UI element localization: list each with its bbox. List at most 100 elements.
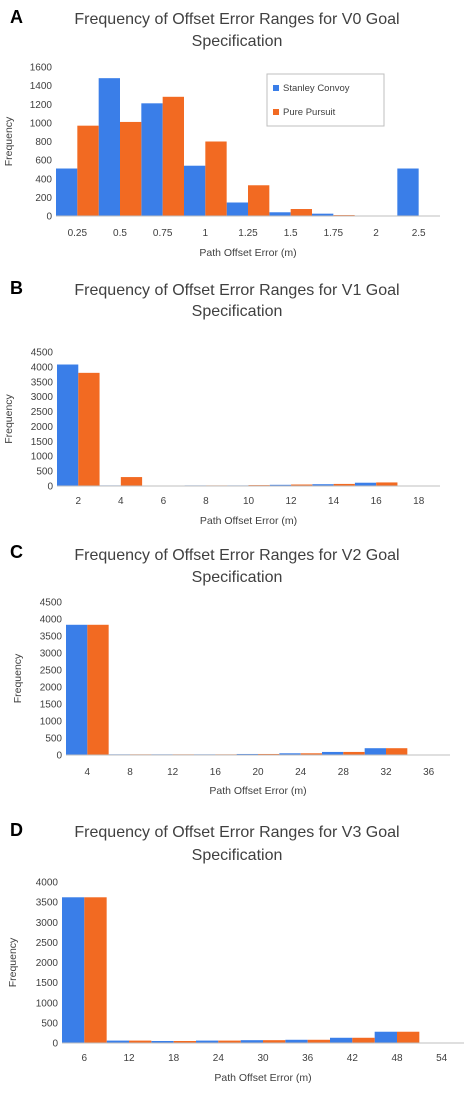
y-tick-label: 1000 [40, 717, 63, 728]
y-tick-label: 3500 [40, 632, 63, 643]
bar-pure-pursuit [84, 897, 107, 1043]
bar-stanley-convoy [330, 1037, 353, 1043]
x-tick-label: 54 [436, 1053, 448, 1064]
x-tick-label: 24 [295, 767, 307, 778]
y-tick-label: 1500 [40, 700, 63, 711]
x-axis-label: Path Offset Error (m) [199, 247, 296, 259]
x-tick-label: 10 [243, 496, 255, 507]
bar-pure-pursuit [77, 125, 99, 216]
x-tick-label: 20 [252, 767, 264, 778]
y-tick-label: 3000 [31, 392, 54, 403]
x-tick-label: 8 [127, 767, 133, 778]
bar-stanley-convoy [397, 168, 419, 216]
x-tick-label: 6 [161, 496, 167, 507]
bar-pure-pursuit [397, 1031, 420, 1043]
x-tick-label: 1.75 [324, 228, 344, 239]
x-tick-label: 16 [371, 496, 383, 507]
y-tick-label: 3500 [36, 898, 59, 909]
y-tick-label: 1500 [36, 978, 59, 989]
bar-pure-pursuit [258, 753, 280, 755]
x-tick-label: 12 [123, 1053, 135, 1064]
y-tick-label: 2000 [36, 958, 59, 969]
x-tick-label: 0.25 [68, 228, 88, 239]
bar-stanley-convoy [285, 1039, 308, 1043]
x-tick-label: 12 [167, 767, 179, 778]
legend-swatch-stanley [273, 85, 279, 91]
y-tick-label: 3000 [36, 918, 59, 929]
x-tick-label: 30 [257, 1053, 269, 1064]
x-tick-label: 4 [118, 496, 124, 507]
y-tick-label: 0 [52, 1039, 58, 1050]
bar-stanley-convoy [184, 165, 206, 216]
y-tick-label: 400 [35, 174, 52, 185]
bar-stanley-convoy [269, 212, 291, 216]
legend-label-stanley: Stanley Convoy [283, 83, 350, 94]
x-tick-label: 1 [203, 228, 209, 239]
x-tick-label: 4 [85, 767, 91, 778]
y-tick-label: 4500 [31, 348, 54, 359]
y-tick-label: 800 [35, 137, 52, 148]
y-tick-label: 2500 [36, 938, 59, 949]
x-tick-label: 36 [302, 1053, 314, 1064]
bar-pure-pursuit [120, 477, 143, 486]
y-tick-label: 4500 [40, 598, 63, 609]
y-tick-label: 4000 [31, 362, 54, 373]
x-tick-label: 1.5 [284, 228, 298, 239]
chart-title-line: Specification [192, 847, 283, 864]
bar-pure-pursuit [307, 1039, 330, 1043]
bar-pure-pursuit [78, 372, 100, 486]
bar-stanley-convoy [226, 202, 248, 216]
y-axis-label: Frequency [3, 393, 15, 443]
y-tick-label: 500 [45, 734, 62, 745]
bar-stanley-convoy [279, 753, 301, 755]
x-tick-label: 18 [413, 496, 425, 507]
x-tick-label: 2 [75, 496, 81, 507]
y-tick-label: 200 [35, 193, 52, 204]
y-tick-label: 2500 [40, 666, 63, 677]
bar-pure-pursuit [120, 121, 142, 216]
bar-pure-pursuit [343, 751, 365, 755]
chart-title-line: Frequency of Offset Error Ranges for V2 … [74, 547, 399, 564]
x-axis-label: Path Offset Error (m) [209, 785, 306, 797]
bar-pure-pursuit [263, 1040, 286, 1043]
chart-panel-a: A Frequency of Offset Error Ranges for V0… [3, 7, 440, 259]
y-tick-label: 1500 [31, 437, 54, 448]
bar-pure-pursuit [352, 1037, 375, 1043]
x-tick-label: 8 [203, 496, 209, 507]
x-tick-label: 32 [380, 767, 392, 778]
x-tick-label: 42 [347, 1053, 359, 1064]
x-tick-label: 16 [210, 767, 222, 778]
bar-stanley-convoy [269, 484, 292, 486]
y-tick-label: 0 [46, 212, 52, 223]
x-tick-label: 1.25 [238, 228, 258, 239]
bar-stanley-convoy [57, 364, 79, 486]
bar-pure-pursuit [87, 624, 109, 755]
y-tick-label: 500 [41, 1018, 58, 1029]
bar-stanley-convoy [98, 78, 120, 216]
chart-panel-d: D Frequency of Offset Error Ranges for V3… [7, 820, 464, 1084]
bar-pure-pursuit [205, 141, 227, 216]
x-axis-label: Path Offset Error (m) [214, 1072, 311, 1084]
bar-pure-pursuit [300, 753, 322, 755]
bar-stanley-convoy [364, 748, 386, 755]
bar-pure-pursuit [290, 209, 312, 216]
y-tick-label: 600 [35, 156, 52, 167]
legend-label-pure: Pure Pursuit [283, 107, 336, 118]
y-tick-label: 3000 [40, 649, 63, 660]
chart-title-line: Specification [192, 569, 283, 586]
chart-title-line: Specification [192, 303, 283, 320]
bar-stanley-convoy [240, 1040, 263, 1043]
bar-stanley-convoy [141, 103, 163, 216]
y-axis-label: Frequency [7, 937, 19, 987]
y-tick-label: 4000 [40, 615, 63, 626]
y-tick-label: 500 [36, 467, 53, 478]
y-axis-label: Frequency [12, 653, 24, 703]
y-tick-label: 0 [47, 482, 53, 493]
bar-stanley-convoy [151, 1040, 174, 1043]
bar-pure-pursuit [291, 484, 313, 486]
chart-title-line: Frequency of Offset Error Ranges for V0 … [74, 11, 399, 28]
bar-stanley-convoy [62, 897, 85, 1043]
bar-pure-pursuit [333, 483, 355, 486]
